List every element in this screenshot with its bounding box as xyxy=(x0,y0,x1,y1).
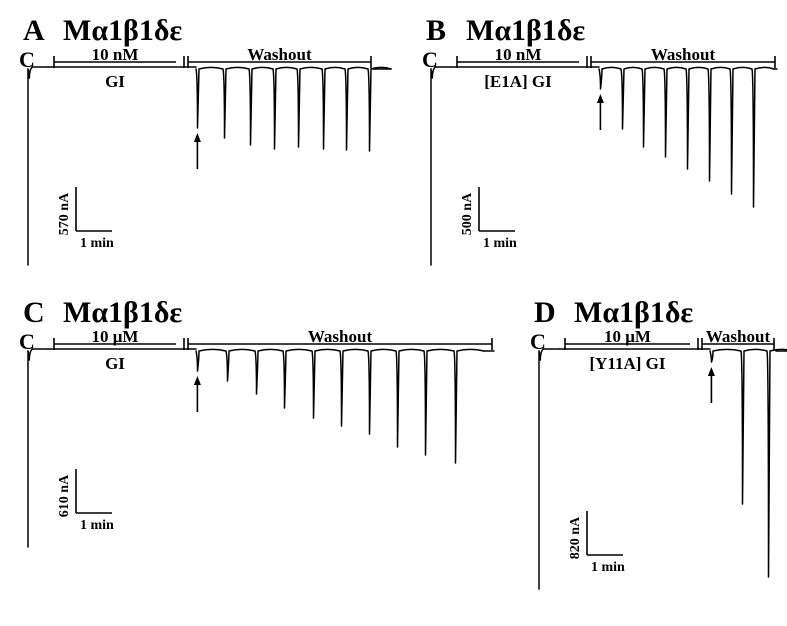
svg-text:D: D xyxy=(534,296,556,329)
svg-text:C: C xyxy=(422,47,438,72)
svg-text:1 min: 1 min xyxy=(483,236,517,251)
svg-text:Mα1β1δε: Mα1β1δε xyxy=(466,14,585,47)
svg-text:10 μM: 10 μM xyxy=(92,327,139,346)
svg-text:10 nM: 10 nM xyxy=(92,45,139,64)
svg-text:Washout: Washout xyxy=(247,45,312,64)
svg-text:GI: GI xyxy=(105,354,125,373)
svg-text:Washout: Washout xyxy=(651,45,716,64)
svg-text:Washout: Washout xyxy=(706,327,771,346)
svg-text:C: C xyxy=(19,47,35,72)
svg-text:C: C xyxy=(19,329,35,354)
svg-text:C: C xyxy=(530,329,546,354)
svg-text:10 nM: 10 nM xyxy=(495,45,542,64)
svg-text:500 nA: 500 nA xyxy=(460,192,475,235)
svg-text:C: C xyxy=(23,296,45,329)
svg-text:1 min: 1 min xyxy=(80,518,114,533)
svg-text:1 min: 1 min xyxy=(591,560,625,575)
svg-text:1 min: 1 min xyxy=(80,236,114,251)
svg-text:[Y11A] GI: [Y11A] GI xyxy=(589,354,665,373)
svg-text:570 nA: 570 nA xyxy=(57,192,72,235)
svg-text:10 μM: 10 μM xyxy=(604,327,651,346)
svg-text:Washout: Washout xyxy=(308,327,373,346)
svg-text:B: B xyxy=(426,14,446,47)
svg-text:Mα1β1δε: Mα1β1δε xyxy=(574,296,693,329)
svg-text:Mα1β1δε: Mα1β1δε xyxy=(63,14,182,47)
svg-text:Mα1β1δε: Mα1β1δε xyxy=(63,296,182,329)
svg-text:GI: GI xyxy=(105,72,125,91)
svg-text:820 nA: 820 nA xyxy=(568,516,583,559)
svg-text:A: A xyxy=(23,14,45,47)
svg-text:[E1A] GI: [E1A] GI xyxy=(484,72,552,91)
svg-text:610 nA: 610 nA xyxy=(57,474,72,517)
